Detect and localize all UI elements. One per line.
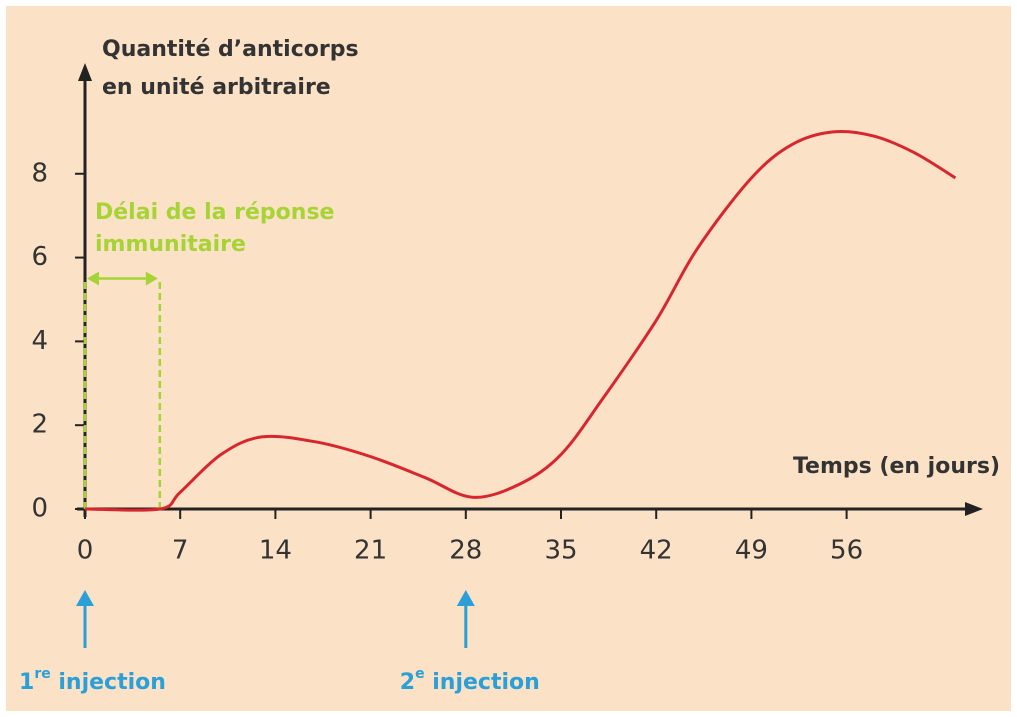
x-tick-label: 49 (735, 536, 768, 566)
x-tick-label: 42 (640, 536, 673, 566)
delay-arrowhead (145, 271, 158, 286)
y-tick-label: 0 (31, 494, 48, 524)
y-tick-label: 4 (31, 326, 48, 356)
y-tick-label: 8 (31, 158, 48, 188)
injection-label: 2e injection (400, 666, 540, 695)
injection-arrowhead (456, 590, 475, 606)
x-tick-label: 56 (830, 536, 863, 566)
delay-label: Délai de la réponse (95, 200, 334, 225)
injection-label-part: injection (425, 670, 540, 695)
x-axis-label: Temps (en jours) (793, 454, 1000, 479)
x-tick-label: 7 (172, 536, 189, 566)
delay-arrowhead (87, 271, 99, 286)
y-axis-label: Quantité d’anticorps (102, 37, 359, 62)
y-axis-arrow (78, 63, 92, 81)
x-tick-label: 0 (77, 536, 94, 566)
y-tick-label: 2 (31, 410, 48, 440)
injection-label-part: re (34, 666, 50, 682)
injection-label-part: 1 (19, 670, 34, 695)
injection-label-part: injection (51, 670, 166, 695)
y-tick-label: 6 (31, 242, 48, 272)
injection-label-part: e (415, 666, 425, 682)
injection-arrowhead (76, 590, 94, 606)
x-axis-arrow (965, 502, 983, 516)
injection-label: 1re injection (19, 666, 166, 695)
injection-label-part: 2 (400, 670, 415, 695)
delay-label: immunitaire (95, 232, 246, 257)
background (6, 6, 1011, 711)
x-tick-label: 35 (544, 536, 577, 566)
x-tick-label: 14 (259, 536, 292, 566)
x-tick-label: 28 (449, 536, 482, 566)
y-axis-label: en unité arbitraire (102, 75, 331, 100)
line (84, 129, 957, 512)
x-tick-label: 21 (354, 536, 387, 566)
